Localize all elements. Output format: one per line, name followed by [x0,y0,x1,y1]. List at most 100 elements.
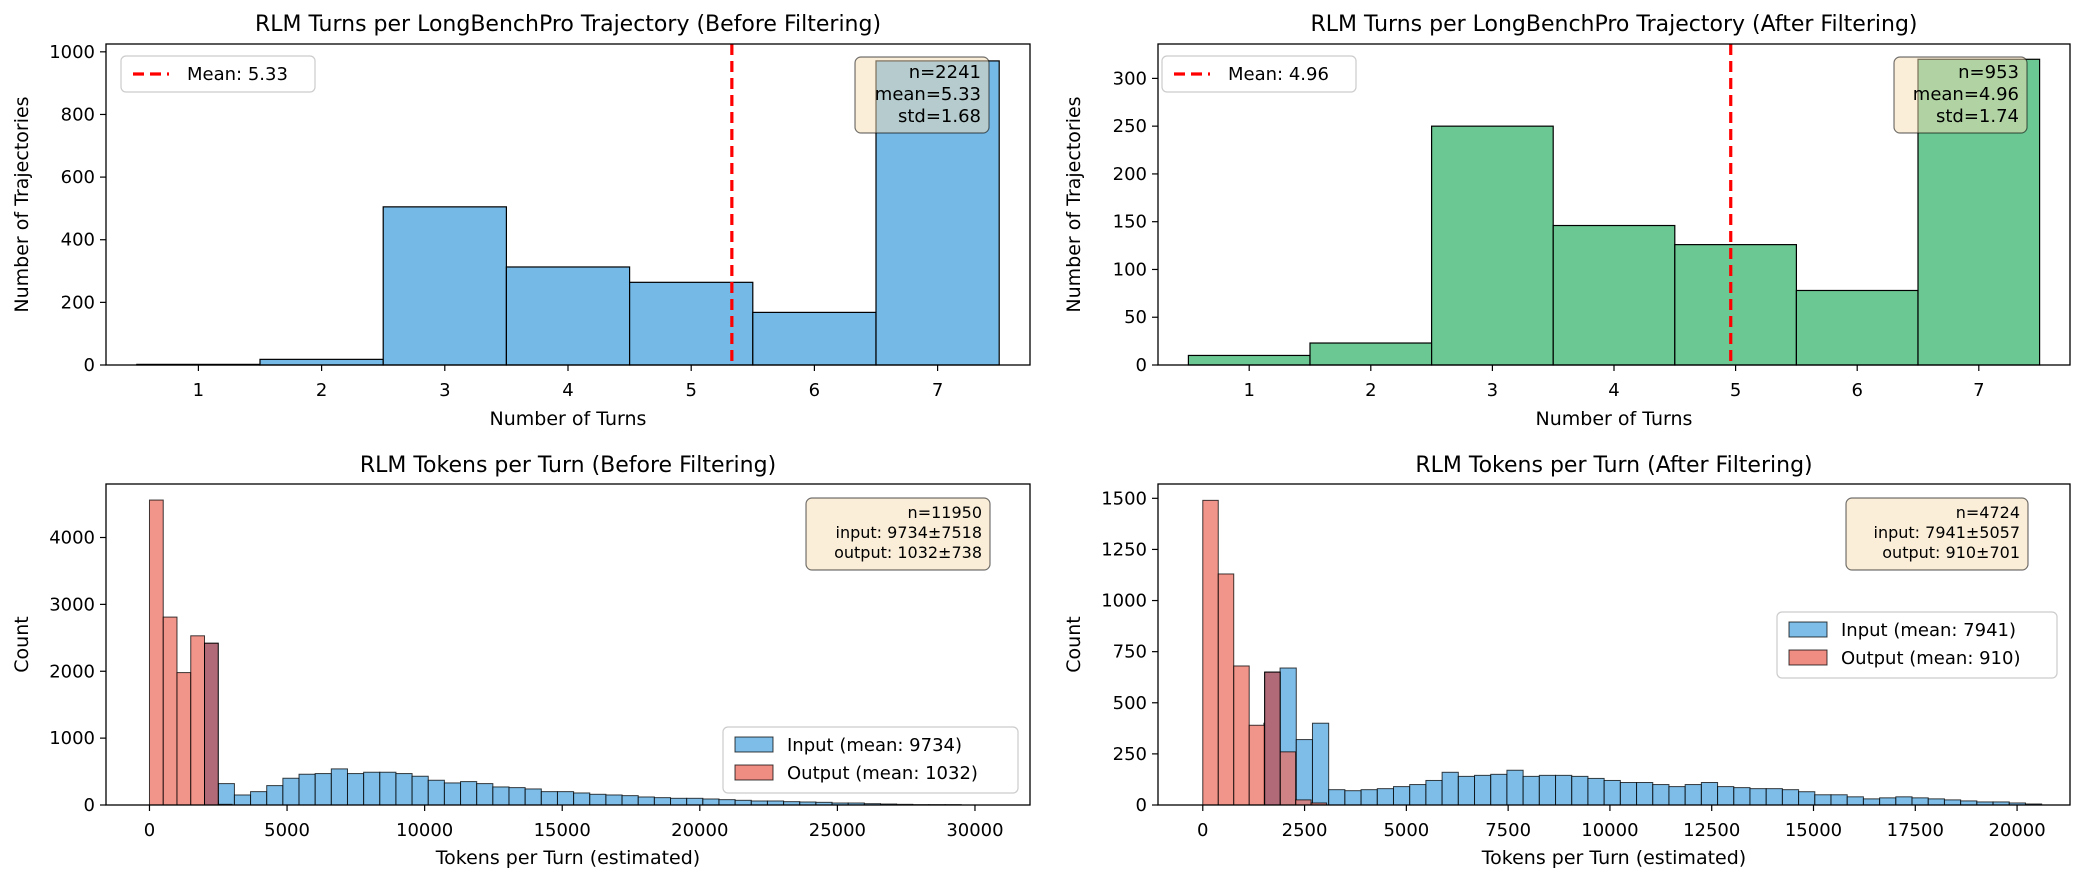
legend-label: Mean: 4.96 [1228,64,1329,85]
histogram-bar [1360,789,1378,806]
bar [382,206,508,366]
y-tick-label: 800 [61,104,95,125]
histogram-bar [1392,786,1411,806]
legend-swatch [1788,621,1828,638]
histogram-bar [492,786,510,806]
chart-title: RLM Tokens per Turn (Before Filtering) [360,453,776,478]
histogram-bar [217,783,235,806]
x-tick-label: 5000 [264,820,310,841]
y-tick-label: 0 [84,795,95,816]
histogram-bar [1668,786,1686,806]
legend-label: Mean: 5.33 [187,64,288,85]
histogram-bar [1652,784,1670,806]
x-tick-label: 25000 [809,820,866,841]
histogram-bar [379,771,397,806]
histogram-bar [1733,787,1751,806]
histogram-bar [1862,798,1881,806]
histogram-bar [1571,775,1589,806]
x-tick-label: 10000 [1581,820,1638,841]
y-tick-label: 600 [61,167,95,188]
legend-swatch [1788,649,1828,666]
y-tick-label: 0 [84,355,95,376]
x-tick-label: 15000 [1785,820,1842,841]
legend-box [120,55,316,93]
y-tick-label: 1000 [49,728,95,749]
y-axis-label: Number of Trajectories [1063,96,1085,312]
histogram-bar [1425,779,1443,806]
stats-box [854,56,990,134]
histogram-bar [148,499,164,806]
bar [1795,289,1919,366]
bar [1187,354,1311,366]
stats-line: mean=4.96 [1913,84,2019,105]
y-tick-label: 300 [1113,68,1147,89]
panel-tokens-before: RLM Tokens per Turn (Before Filtering) 0 5… [11,453,1031,869]
x-tick-label: 4 [1608,380,1619,401]
chart-title: RLM Turns per LongBenchPro Trajectory (A… [1310,12,1917,37]
x-tick-label: 1 [1243,380,1254,401]
y-tick-label: 200 [1113,164,1147,185]
axes-frame [1157,483,2071,806]
histogram-bar [1457,775,1476,806]
histogram-bar [314,773,332,806]
axes-frame [105,483,1031,806]
legend-swatch [734,764,774,781]
y-tick-label: 4000 [49,528,95,549]
stats-line: output: 1032±738 [834,543,982,562]
x-tick-label: 7 [1973,380,1984,401]
y-tick-label: 100 [1113,259,1147,280]
histogram-bar [1490,773,1508,806]
y-tick-label: 3000 [49,594,95,615]
x-tick-label: 20000 [671,820,728,841]
x-tick-label: 30000 [946,820,1003,841]
stats-line: mean=5.33 [875,84,981,105]
histogram-bar [1279,751,1297,806]
x-axis-label: Number of Turns [490,408,647,430]
bar [628,281,754,366]
y-tick-label: 50 [1124,307,1147,328]
y-tick-label: 500 [1113,693,1147,714]
histogram-bar [1943,799,1962,806]
y-tick-label: 750 [1113,642,1147,663]
histogram-bar [702,798,720,806]
histogram-bar [1522,775,1540,806]
histogram-bar [266,785,284,806]
histogram-bar [1684,784,1702,806]
stats-line: output: 910±701 [1882,543,2020,562]
histogram-bar [1441,771,1459,806]
histogram-bar [1911,797,1929,806]
histogram-bar [1555,774,1573,806]
legend-box [1776,611,2058,679]
histogram-bar [1295,799,1312,806]
x-tick-label: 5 [1730,380,1741,401]
y-tick-label: 1250 [1101,539,1147,560]
histogram-bar [1603,779,1621,806]
legend-label: Input (mean: 9734) [787,735,962,756]
y-tick-label: 200 [61,292,95,313]
histogram-bar [1927,798,1945,806]
bar [1309,342,1433,366]
histogram-bar [427,779,445,806]
histogram-bar [330,768,348,806]
x-tick-label: 5000 [1383,820,1429,841]
bar [505,266,631,366]
stats-box [1893,56,2028,134]
histogram-bar [1781,789,1800,806]
histogram-bar [1295,739,1313,806]
histogram-bar [1344,790,1362,806]
y-tick-label: 250 [1113,744,1147,765]
histogram-bar [556,791,575,806]
stats-line: n=2241 [909,62,981,83]
histogram-bar [1311,722,1330,806]
stats-line: std=1.74 [1936,106,2019,127]
histogram-bar [734,799,752,806]
y-axis-label: Count [11,616,33,672]
x-tick-label: 20000 [1988,820,2045,841]
y-tick-label: 0 [1136,355,1147,376]
x-tick-label: 3 [1487,380,1498,401]
y-tick-label: 400 [61,230,95,251]
x-tick-label: 0 [144,820,155,841]
histogram-bar [1749,788,1767,806]
stats-line: n=953 [1958,62,2019,83]
